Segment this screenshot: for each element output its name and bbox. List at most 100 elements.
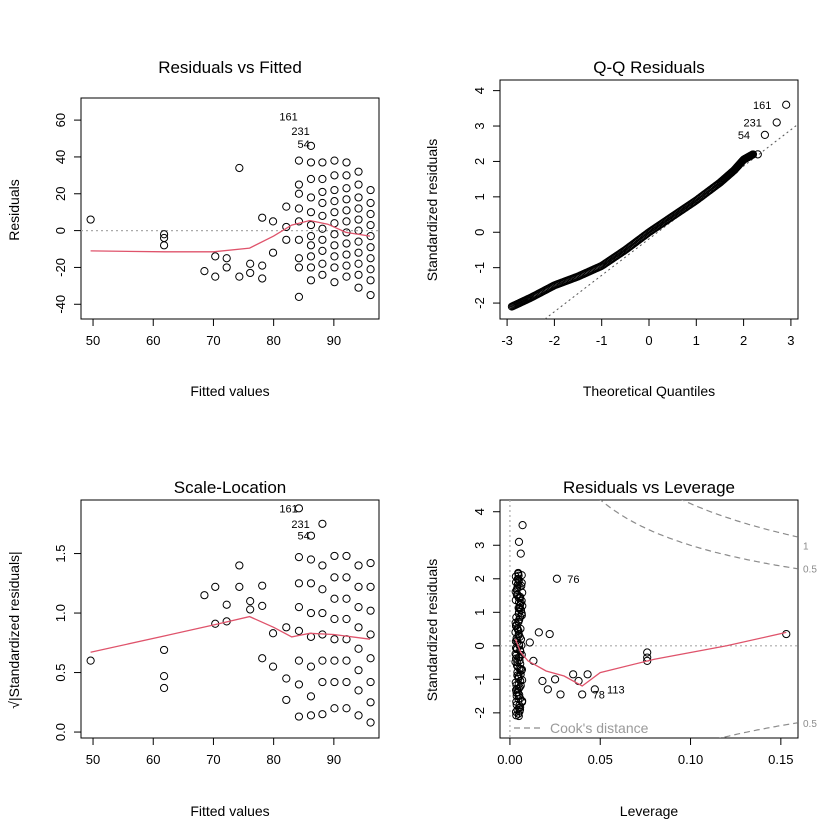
x-tick-label: 60 — [146, 752, 160, 767]
data-point — [578, 690, 587, 699]
data-point — [306, 141, 316, 150]
data-point — [366, 254, 375, 263]
data-point — [556, 690, 565, 699]
data-point — [318, 259, 327, 268]
data-point — [342, 261, 351, 270]
data-point — [342, 158, 351, 167]
point-label: 231 — [291, 126, 309, 138]
data-point — [268, 629, 278, 638]
x-tick-label: 1 — [693, 333, 700, 348]
data-point — [753, 150, 762, 159]
data-point — [159, 230, 169, 239]
y-tick-label: -40 — [53, 295, 68, 314]
data-point — [330, 656, 339, 665]
data-point — [342, 250, 351, 259]
y-tick-label: 0.0 — [53, 723, 68, 741]
y-axis-label: Residuals — [6, 179, 22, 240]
data-point — [330, 635, 339, 644]
data-point — [330, 241, 339, 250]
data-point — [342, 573, 351, 582]
y-tick-label: 0 — [472, 229, 487, 236]
data-point — [354, 248, 363, 257]
data-point — [330, 704, 339, 713]
data-point — [318, 235, 327, 244]
data-points — [86, 141, 375, 301]
data-point — [590, 685, 599, 694]
loess-smoother-line — [90, 615, 371, 653]
point-label: 113 — [607, 684, 625, 696]
point-label: 161 — [279, 111, 297, 123]
data-point — [306, 252, 316, 261]
data-point — [330, 614, 339, 624]
data-point — [354, 666, 363, 675]
data-point — [306, 208, 316, 217]
data-point — [294, 189, 304, 198]
data-point — [258, 261, 267, 270]
data-point — [294, 292, 304, 301]
data-point — [200, 267, 209, 276]
data-point — [366, 630, 375, 639]
y-tick-label: -20 — [53, 258, 68, 277]
y-tick-label: 2 — [472, 575, 487, 582]
data-point — [222, 263, 231, 272]
data-point — [366, 582, 375, 591]
data-point — [159, 672, 169, 681]
panel-title: Q-Q Residuals — [593, 58, 704, 77]
y-tick-label: 1 — [472, 193, 487, 200]
x-tick-label: 3 — [787, 333, 794, 348]
data-point — [294, 263, 304, 272]
data-point — [330, 594, 339, 603]
data-point — [222, 600, 231, 609]
loess-smoother-line — [514, 631, 787, 687]
data-point — [552, 574, 561, 583]
data-point — [330, 677, 339, 687]
data-point — [200, 591, 209, 600]
data-point — [366, 677, 375, 687]
data-point — [159, 241, 169, 250]
data-point — [282, 202, 291, 211]
cooks-curve-0.5-upper — [599, 500, 798, 570]
data-point — [749, 150, 758, 159]
data-point — [235, 272, 244, 281]
data-point — [294, 204, 304, 213]
y-tick-label: -2 — [472, 297, 487, 309]
data-point — [318, 158, 327, 167]
y-tick-label: 20 — [53, 187, 68, 201]
y-tick-label: 4 — [472, 508, 487, 515]
data-point — [258, 601, 267, 611]
y-tick-label: 0 — [53, 227, 68, 234]
data-point — [366, 198, 375, 208]
data-point — [306, 555, 316, 564]
x-axis-label: Leverage — [620, 803, 679, 819]
point-label: 54 — [738, 130, 750, 142]
x-tick-label: 0.10 — [678, 752, 703, 767]
data-point — [159, 645, 169, 655]
x-tick-label: 2 — [740, 333, 747, 348]
data-point — [306, 662, 316, 671]
data-point — [342, 272, 351, 281]
point-label: 161 — [279, 503, 297, 515]
point-label: 231 — [744, 117, 762, 129]
x-tick-label: 80 — [266, 333, 280, 348]
y-tick-label: 1.5 — [53, 545, 68, 563]
y-tick-label: 0.5 — [53, 664, 68, 682]
data-point — [268, 248, 278, 257]
data-point — [294, 579, 304, 588]
data-point — [366, 606, 375, 615]
y-axis-label: Standardized residuals — [424, 139, 440, 281]
data-point — [318, 224, 327, 233]
data-point — [354, 167, 363, 176]
data-point — [534, 628, 543, 637]
x-tick-label: 50 — [86, 752, 100, 767]
y-tick-label: 60 — [53, 113, 68, 127]
x-tick-label: 0.00 — [497, 752, 522, 767]
data-point — [318, 211, 327, 220]
legend-label: Cook's distance — [550, 720, 649, 736]
data-point — [342, 171, 351, 180]
point-label: 54 — [298, 139, 310, 151]
cooks-distance-level-label: 1 — [803, 541, 809, 552]
x-axis-label: Theoretical Quantiles — [583, 383, 715, 399]
data-point — [258, 654, 267, 663]
data-point — [643, 656, 652, 666]
